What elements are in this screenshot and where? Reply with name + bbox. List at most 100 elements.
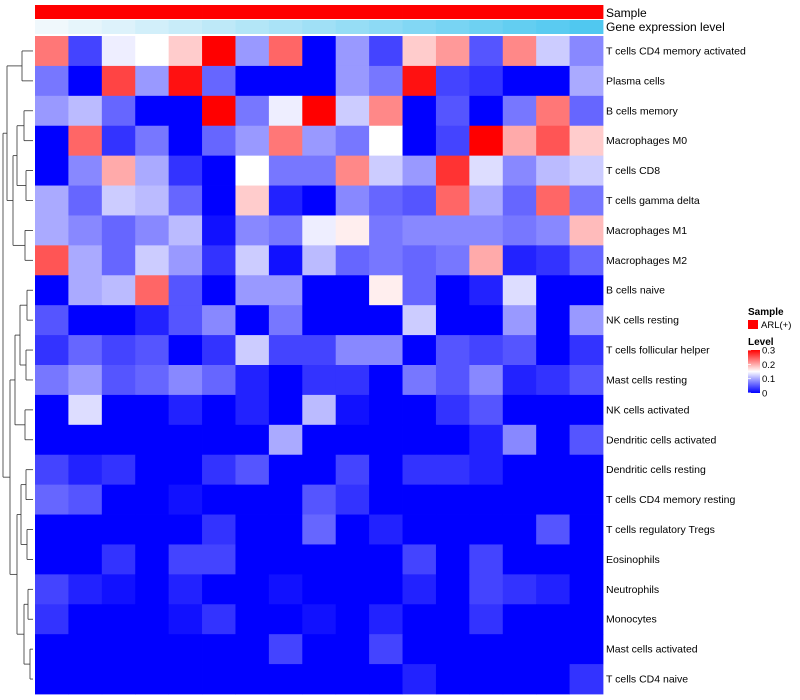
heatmap-cell [402, 215, 437, 246]
heatmap-cell [369, 634, 403, 665]
heatmap-cell [235, 65, 270, 97]
heatmap-cell [402, 544, 437, 575]
heatmap-cell [35, 275, 69, 306]
sample-annotation-cell [502, 5, 537, 19]
heatmap-cell [135, 544, 170, 575]
gene-expression-annotation-cell [35, 20, 69, 34]
gene-expression-annotation-cell [469, 20, 504, 34]
legend-level-ticks: 0 0.1 0.2 0.3 [748, 346, 775, 400]
heatmap-cell [569, 95, 604, 127]
heatmap-cell [469, 365, 504, 396]
heatmap-cell [101, 65, 136, 97]
heatmap-cell [268, 95, 303, 127]
heatmap-cell [469, 125, 504, 157]
annotation-label-sample: Sample [606, 6, 647, 20]
heatmap-cell [202, 454, 236, 486]
heatmap-cell [536, 65, 570, 97]
heatmap-cell [536, 394, 570, 426]
heatmap-cell [101, 95, 136, 127]
heatmap-cell [502, 305, 537, 336]
heatmap-cell [335, 185, 370, 216]
heatmap-cell [68, 394, 103, 426]
row-label: T cells CD4 naive [606, 674, 688, 686]
heatmap-cell [68, 574, 103, 605]
heatmap-cell [168, 365, 203, 396]
heatmap-cell [202, 305, 236, 336]
heatmap-cell [469, 185, 504, 216]
heatmap-cell [202, 365, 236, 396]
heatmap-cell [202, 215, 236, 246]
heatmap-cell [435, 65, 470, 97]
heatmap-cell [569, 664, 604, 695]
heatmap-cell [469, 394, 504, 426]
heatmap-cell [569, 125, 604, 157]
heatmap-cell [502, 544, 537, 575]
heatmap-cell [268, 664, 303, 695]
heatmap-cell [402, 125, 437, 157]
row-label: Dendritic cells activated [606, 434, 716, 446]
heatmap-cell [202, 185, 236, 216]
heatmap-cell [302, 574, 337, 605]
heatmap-cell [235, 155, 270, 186]
heatmap-cell [402, 424, 437, 456]
heatmap-cell [68, 544, 103, 575]
heatmap-cell [369, 394, 403, 426]
heatmap-cell [302, 514, 337, 545]
heatmap-cell [369, 484, 403, 515]
row-label: Mast cells resting [606, 374, 687, 386]
gene-expression-annotation-cell [268, 20, 303, 34]
heatmap-cell [569, 185, 604, 216]
heatmap-cell [502, 484, 537, 515]
heatmap-cell [369, 544, 403, 575]
heatmap-cell [235, 185, 270, 216]
annotation-bars [35, 5, 604, 34]
heatmap-cell [135, 574, 170, 605]
heatmap-cell [268, 574, 303, 605]
heatmap-cell [135, 65, 170, 97]
heatmap-cell [235, 514, 270, 545]
heatmap-cell [302, 604, 337, 635]
heatmap-cell [268, 454, 303, 486]
heatmap-cell [202, 125, 236, 157]
heatmap-cell [369, 155, 403, 186]
heatmap-cell [502, 365, 537, 396]
row-label: T cells gamma delta [606, 195, 700, 207]
heatmap-cell [235, 365, 270, 396]
gene-expression-annotation-cell [402, 20, 437, 34]
heatmap-cell [502, 65, 537, 97]
heatmap-cell [135, 394, 170, 426]
heatmap-cell [35, 245, 69, 276]
row-label: T cells follicular helper [606, 345, 710, 357]
heatmap-cell [101, 604, 136, 635]
row-label: B cells naive [606, 285, 665, 297]
heatmap-cell [469, 335, 504, 366]
heatmap-cell [502, 335, 537, 366]
gene-expression-annotation-cell [369, 20, 403, 34]
heatmap-cell [35, 95, 69, 127]
heatmap-cell [35, 335, 69, 366]
heatmap-cell [168, 305, 203, 336]
heatmap-cell [235, 215, 270, 246]
heatmap-cell [302, 215, 337, 246]
heatmap-cell [101, 335, 136, 366]
heatmap-cell [68, 125, 103, 157]
gene-expression-annotation-cell [235, 20, 270, 34]
heatmap-cell [35, 125, 69, 157]
heatmap-cell [335, 634, 370, 665]
heatmap-cell [135, 454, 170, 486]
gene-expression-annotation-cell [135, 20, 170, 34]
row-dendrogram [2, 50, 33, 680]
heatmap-cell [502, 36, 537, 67]
heatmap-cell [335, 275, 370, 306]
heatmap-cell [101, 125, 136, 157]
heatmap-cell [35, 185, 69, 216]
heatmap-cell [335, 514, 370, 545]
heatmap-cell [101, 155, 136, 186]
heatmap-cell [569, 305, 604, 336]
gene-expression-annotation-cell [168, 20, 203, 34]
heatmap-cell [202, 514, 236, 545]
sample-annotation-cell [68, 5, 103, 19]
row-label: Macrophages M2 [606, 255, 687, 267]
heatmap-cell [335, 335, 370, 366]
heatmap-cell [335, 36, 370, 67]
